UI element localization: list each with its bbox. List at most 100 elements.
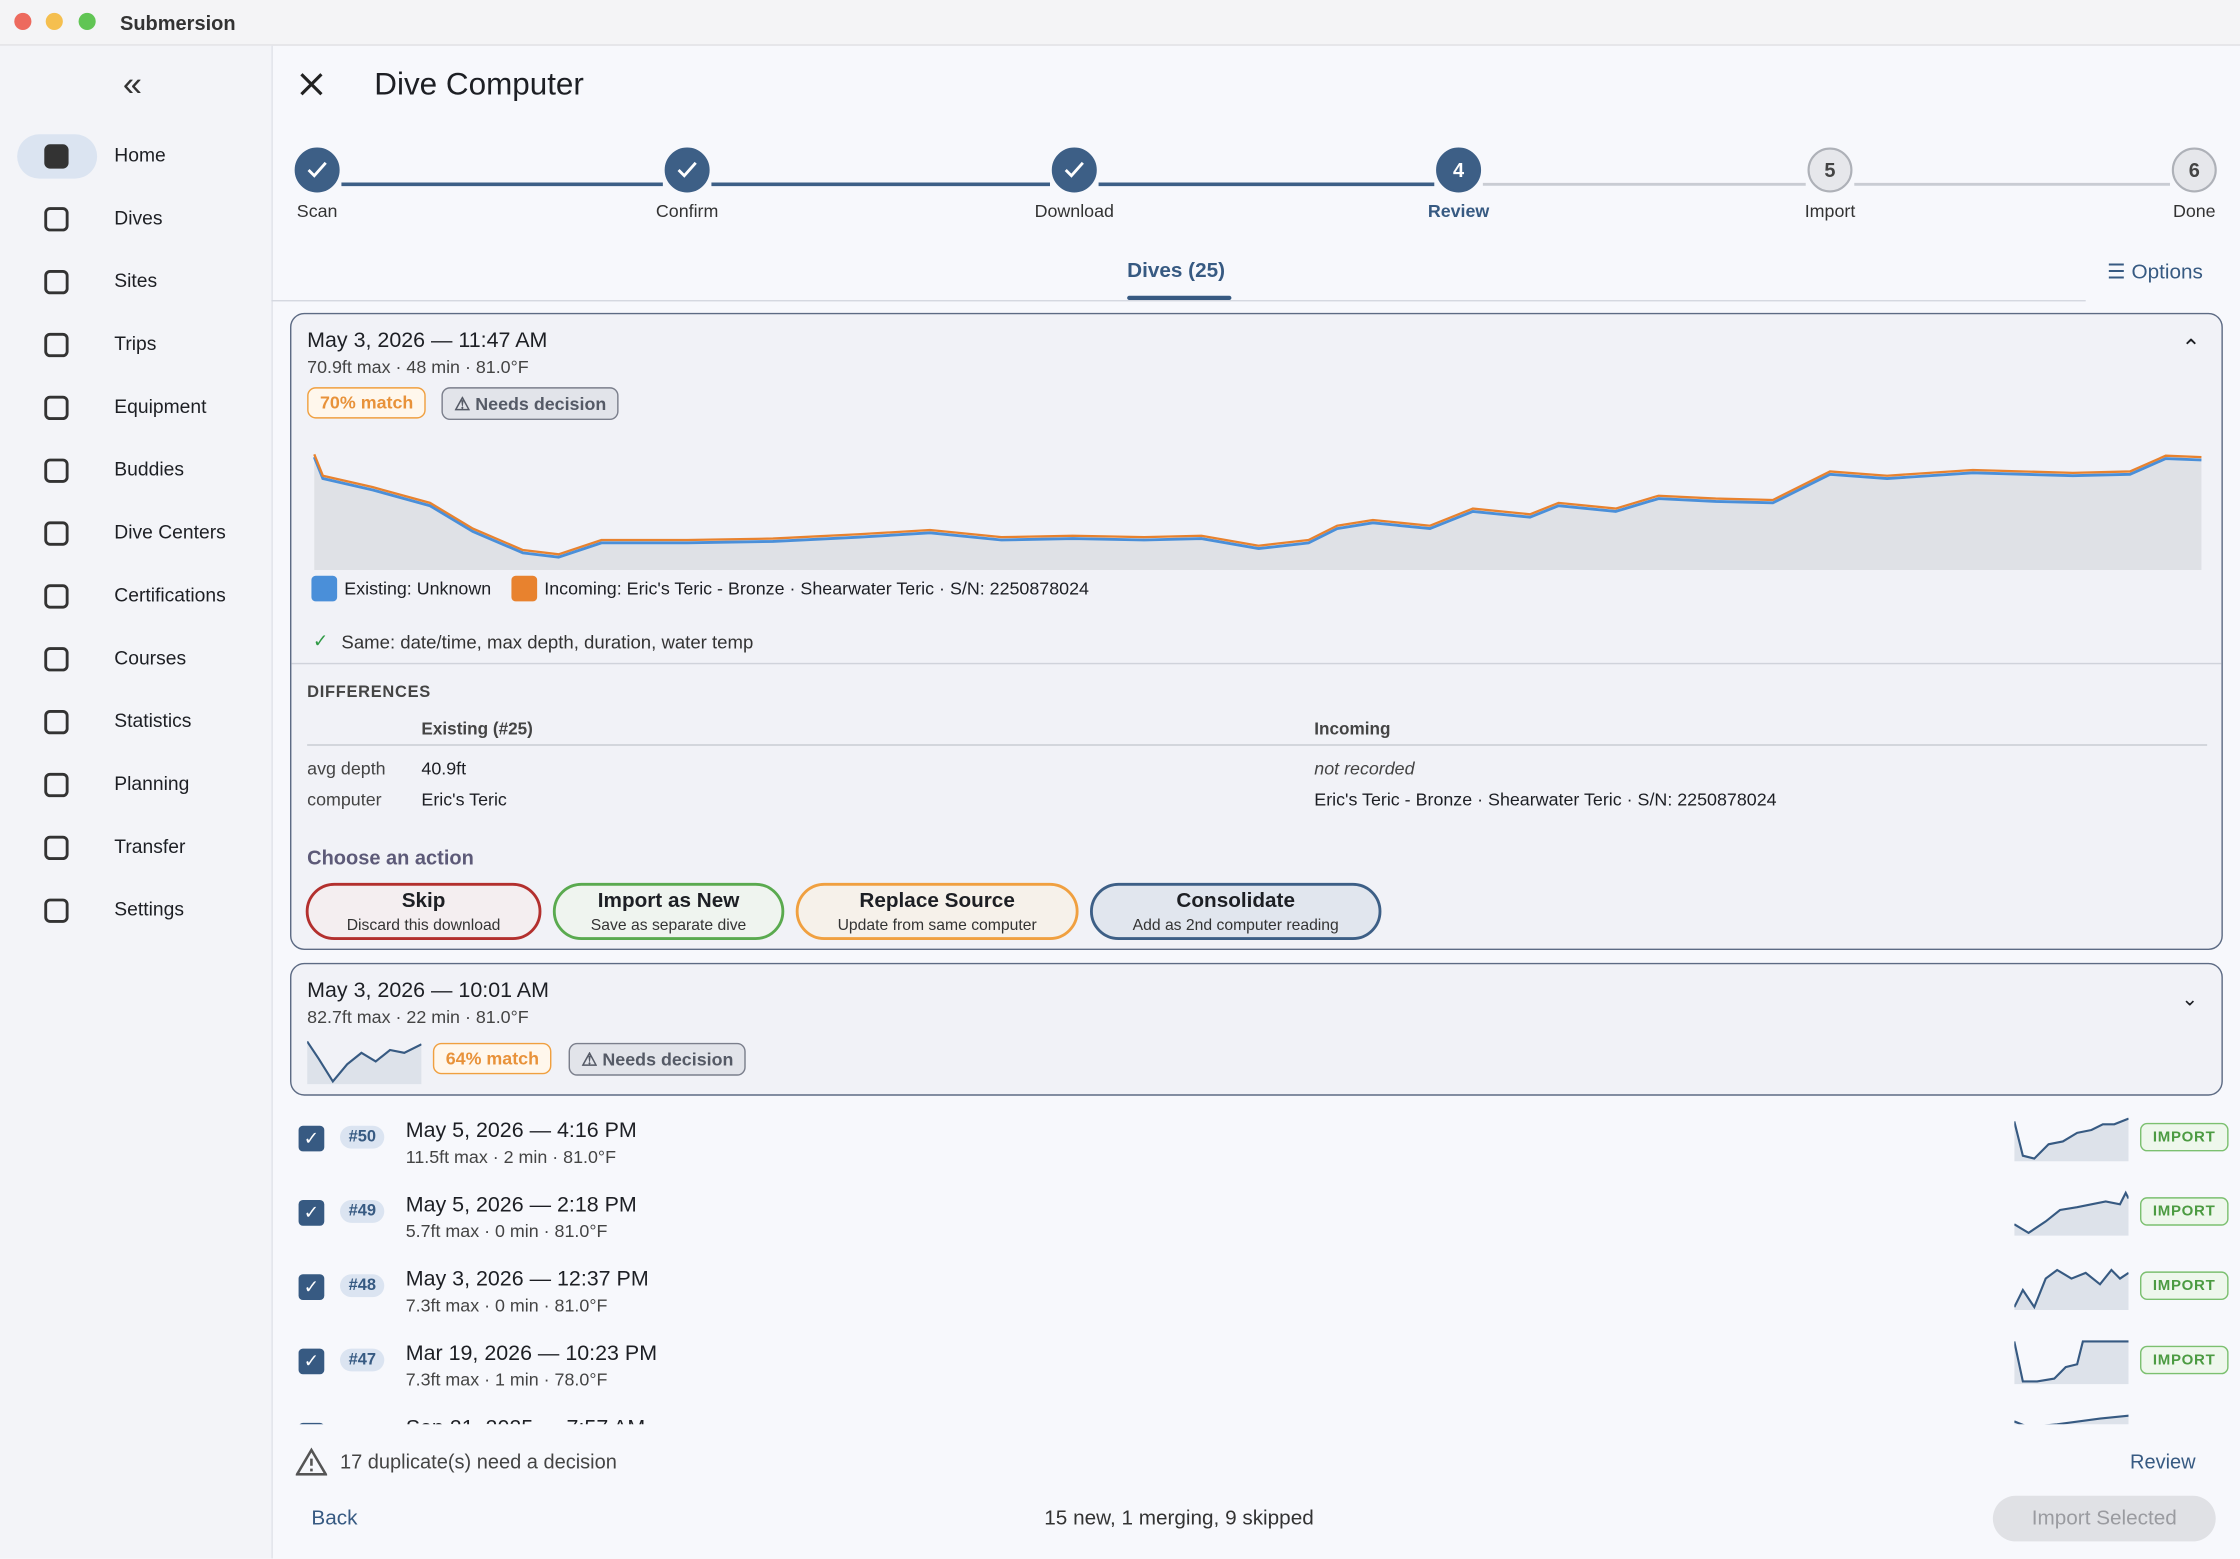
dive-row[interactable]: ✓ #48 May 3, 2026 — 12:37 PM 7.3ft max · 0 … bbox=[271, 1267, 2240, 1330]
title-bar bbox=[0, 0, 2240, 46]
collapse-button[interactable]: « bbox=[122, 65, 142, 105]
status-label: Needs decision bbox=[602, 1049, 734, 1070]
skip-button[interactable]: Skip Discard this download bbox=[305, 882, 542, 940]
status-chip: ⚠ Needs decision bbox=[441, 387, 620, 420]
nav-icon bbox=[44, 144, 69, 169]
row-checkbox[interactable]: ✓ bbox=[298, 1125, 325, 1152]
stepper: Scan Confirm Download 4 Review 5 Import 6 Done bbox=[294, 147, 2217, 221]
nav-item[interactable]: Dive Centers bbox=[114, 521, 226, 543]
tab-indicator bbox=[1127, 295, 1232, 300]
review-link[interactable]: Review bbox=[2129, 1449, 2196, 1473]
nav-item[interactable]: Certifications bbox=[114, 584, 226, 606]
collapse-card[interactable]: ⌃ bbox=[2181, 337, 2201, 362]
existing-checkbox[interactable] bbox=[311, 575, 338, 602]
dive-row[interactable]: ✓ #49 May 5, 2026 — 2:18 PM 5.7ft max · 0 m… bbox=[271, 1190, 2240, 1256]
duplicate-card: May 3, 2026 — 11:47 AM 70.9ft max · 48 m… bbox=[289, 312, 2223, 950]
profile-line bbox=[2014, 1340, 2129, 1383]
warning-icon bbox=[295, 1447, 328, 1476]
window-title: Submersion bbox=[119, 11, 236, 35]
page-title: Dive Computer bbox=[374, 65, 584, 102]
nav-item[interactable]: Transfer bbox=[114, 835, 186, 858]
incoming-checkbox[interactable] bbox=[511, 575, 538, 602]
dive-stats: 70.9ft max · 48 min · 81.0°F bbox=[307, 357, 529, 378]
step-circle bbox=[1436, 147, 1482, 193]
step-label: Download bbox=[1035, 201, 1114, 221]
dive-stats: 11.5ft max · 2 min · 81.0°F bbox=[405, 1147, 616, 1168]
mini-profile bbox=[2014, 1190, 2129, 1236]
profile-area bbox=[2014, 1415, 2129, 1425]
traffic-lights[interactable] bbox=[0, 0, 114, 44]
nav-item[interactable]: Buddies bbox=[114, 458, 184, 480]
step-number: 4 bbox=[1453, 160, 1464, 182]
status-label: Needs decision bbox=[475, 394, 607, 415]
divider bbox=[291, 662, 2222, 665]
row-checkbox[interactable]: ✓ bbox=[298, 1422, 325, 1425]
expand-card[interactable]: ⌄ bbox=[2181, 987, 2199, 1010]
warning-text: 17 duplicate(s) need a decision bbox=[339, 1449, 617, 1473]
dive-number: #49 bbox=[339, 1199, 385, 1223]
dives-tab[interactable]: Dives (25) bbox=[1127, 259, 1226, 283]
nav-item[interactable]: Sites bbox=[114, 269, 158, 292]
import-chip: IMPORT bbox=[2139, 1271, 2229, 1300]
close-button[interactable] bbox=[297, 70, 326, 99]
profile-area bbox=[2014, 1341, 2129, 1385]
nav-item[interactable]: Equipment bbox=[114, 395, 207, 418]
match-chip: 64% match bbox=[432, 1042, 552, 1075]
step-number: 6 bbox=[2189, 160, 2200, 182]
nav-item[interactable]: Settings bbox=[114, 898, 184, 920]
nav-item[interactable]: Statistics bbox=[114, 709, 192, 732]
row-checkbox[interactable]: ✓ bbox=[298, 1348, 325, 1375]
consolidate-button[interactable]: Consolidate Add as 2nd computer reading bbox=[1089, 882, 1382, 940]
nav-icon bbox=[44, 332, 69, 358]
dive-title: May 5, 2026 — 2:18 PM bbox=[405, 1192, 637, 1218]
nav-item[interactable]: Home bbox=[114, 144, 166, 166]
column-header: Existing (#25) bbox=[421, 718, 533, 739]
dive-row[interactable]: ✓ #47 Mar 19, 2026 — 10:23 PM 7.3ft max · 1… bbox=[271, 1340, 2240, 1404]
step-circle bbox=[1051, 147, 1097, 193]
nav-item[interactable]: Courses bbox=[114, 647, 187, 669]
import-new-button[interactable]: Import as New Save as separate dive bbox=[552, 882, 785, 940]
step-label: Confirm bbox=[656, 201, 718, 221]
dive-row[interactable]: ✓ Sep 21, 2025 — 7:57 AM bbox=[271, 1414, 2240, 1425]
dive-title: Sep 21, 2025 — 7:57 AM bbox=[406, 1416, 645, 1425]
mini-profile bbox=[2014, 1268, 2129, 1310]
import-selected-button[interactable]: Import Selected bbox=[1992, 1495, 2216, 1542]
profile-area bbox=[2014, 1192, 2129, 1236]
dive-number: #50 bbox=[339, 1125, 385, 1149]
dive-row[interactable]: ✓ #50 May 5, 2026 — 4:16 PM 11.5ft max · 2 … bbox=[271, 1117, 2240, 1182]
nav-icon bbox=[44, 647, 69, 672]
back-button[interactable]: Back bbox=[311, 1507, 358, 1530]
dive-stats: 82.7ft max · 22 min · 81.0°F bbox=[307, 1007, 529, 1028]
check-icon: ✓ bbox=[312, 629, 329, 652]
profile-area bbox=[2014, 1269, 2129, 1310]
step-check bbox=[1064, 161, 1084, 178]
profile-line bbox=[2014, 1190, 2129, 1235]
nav-icon bbox=[44, 709, 69, 735]
button-sub: Add as 2nd computer reading bbox=[1132, 917, 1339, 935]
dive-list: ✓ #50 May 5, 2026 — 4:16 PM 11.5ft max · 2 … bbox=[271, 1101, 2240, 1425]
existing-value: 40.9ft bbox=[421, 758, 467, 779]
nav-item[interactable]: Dives bbox=[114, 207, 163, 229]
dive-title: May 3, 2026 — 12:37 PM bbox=[405, 1267, 649, 1292]
nav-item[interactable]: Trips bbox=[114, 332, 157, 355]
nav-icon bbox=[44, 458, 69, 483]
same-fields: Same: date/time, max depth, duration, wa… bbox=[341, 631, 754, 653]
tab-divider bbox=[271, 299, 2086, 302]
nav-icon bbox=[44, 395, 69, 420]
options-button[interactable]: ☰ Options bbox=[2107, 261, 2203, 285]
row-checkbox[interactable]: ✓ bbox=[298, 1274, 325, 1300]
dive-stats: 7.3ft max · 0 min · 81.0°F bbox=[405, 1295, 608, 1316]
replace-source-button[interactable]: Replace Source Update from same computer bbox=[795, 882, 1079, 940]
nav-item[interactable]: Planning bbox=[114, 772, 190, 795]
button-label: Replace Source bbox=[859, 889, 1015, 913]
dive-title: May 3, 2026 — 10:01 AM bbox=[307, 978, 549, 1003]
mini-profile bbox=[2014, 1340, 2129, 1385]
dive-number: #48 bbox=[339, 1274, 385, 1298]
match-chip: 70% match bbox=[307, 387, 427, 419]
status-chip: ⚠ Needs decision bbox=[568, 1042, 747, 1076]
row-checkbox[interactable]: ✓ bbox=[298, 1199, 325, 1226]
step-label: Scan bbox=[297, 201, 338, 221]
existing-value: Eric's Teric bbox=[421, 789, 507, 810]
duplicate-card: May 3, 2026 — 10:01 AM 82.7ft max · 22 m… bbox=[289, 962, 2223, 1096]
